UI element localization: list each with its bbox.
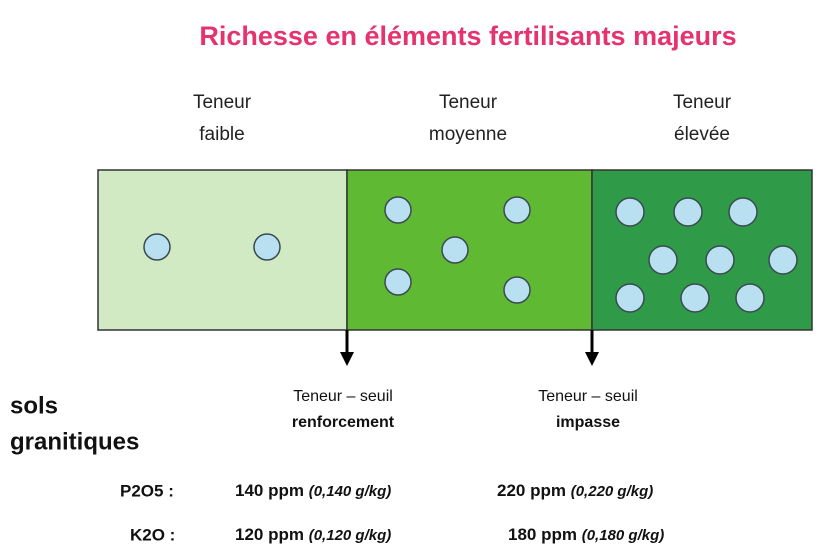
column-label: élevée [674,124,730,145]
threshold-label: Teneur – seuil [293,388,393,405]
particle [384,268,412,296]
particle [768,245,798,275]
ppm: 140 ppm [235,481,304,500]
particles [143,196,798,313]
column-label: Teneur [193,92,252,113]
gkg: (0,120 g/kg) [309,527,392,544]
column-label: faible [199,124,244,145]
column-label: moyenne [429,124,507,145]
particle [143,233,171,261]
row-value: 180 ppm (0,180 g/kg) [508,525,664,544]
particle [648,245,678,275]
zone-medium [346,169,593,331]
particle [503,196,531,224]
threshold-label: impasse [556,414,620,431]
arrows [340,330,599,366]
particle [253,233,281,261]
soil-label: granitiques [10,428,139,455]
particle [735,283,765,313]
arrow-head [340,352,354,366]
row-label: P2O5 : [120,481,174,500]
particle [384,196,412,224]
particle [673,197,703,227]
threshold-label: renforcement [292,414,395,431]
arrow-head [585,352,599,366]
threshold-label: Teneur – seuil [538,388,638,405]
ppm: 220 ppm [497,481,566,500]
title: Richesse en éléments fertilisants majeur… [199,21,736,51]
particle [615,197,645,227]
gkg: (0,180 g/kg) [582,527,665,544]
particle [680,283,710,313]
gkg: (0,220 g/kg) [571,483,654,500]
column-label: Teneur [439,92,498,113]
ppm: 180 ppm [508,525,577,544]
row-value: 120 ppm (0,120 g/kg) [235,525,391,544]
particle [503,276,531,304]
column-label: Teneur [673,92,732,113]
particle [615,283,645,313]
row-label: K2O : [130,525,175,544]
gkg: (0,140 g/kg) [309,483,392,500]
soil-label: sols [10,392,58,419]
particle [441,236,469,264]
row-value: 140 ppm (0,140 g/kg) [235,481,391,500]
particle [728,197,758,227]
zone-low [97,169,348,331]
ppm: 120 ppm [235,525,304,544]
particle [705,245,735,275]
row-value: 220 ppm (0,220 g/kg) [497,481,653,500]
